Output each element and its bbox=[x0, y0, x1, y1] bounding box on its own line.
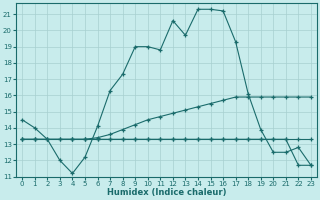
X-axis label: Humidex (Indice chaleur): Humidex (Indice chaleur) bbox=[107, 188, 226, 197]
